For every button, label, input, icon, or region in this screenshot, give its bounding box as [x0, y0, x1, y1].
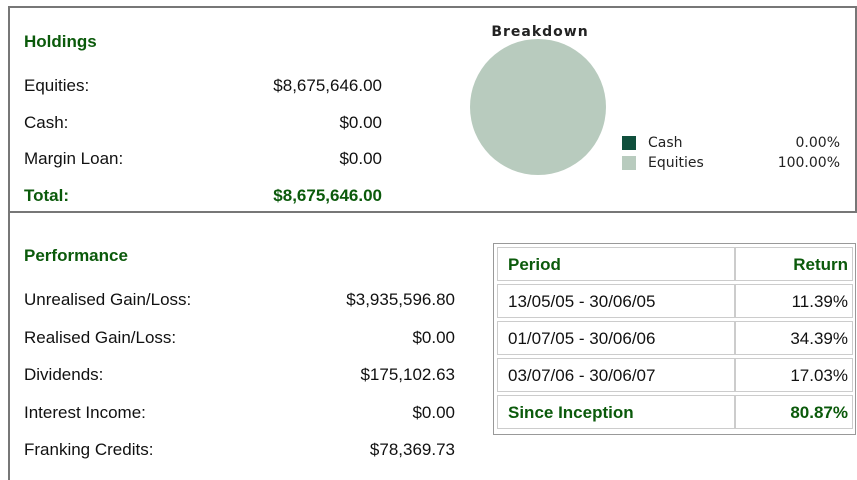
total-label: Total:	[24, 186, 70, 205]
legend-label: Cash	[648, 135, 683, 151]
legend-value: 100.00%	[778, 155, 840, 171]
legend-label: Equities	[648, 155, 704, 171]
chart-title: Breakdown	[491, 24, 588, 40]
returns-table: Period Return 13/05/05 - 30/06/05 11.39% 01/…	[493, 243, 856, 435]
column-header: Return	[735, 247, 853, 281]
table-cell: 13/05/05 - 30/06/05	[497, 284, 735, 318]
row-value: $3,935,596.80	[346, 290, 455, 309]
section-title: Holdings	[24, 32, 97, 51]
border	[8, 6, 10, 480]
table-cell: 34.39%	[735, 321, 853, 355]
legend-swatch	[622, 156, 636, 170]
border	[8, 211, 857, 213]
section-title: Performance	[24, 246, 128, 265]
border	[8, 6, 857, 8]
row-value: $0.00	[412, 327, 455, 347]
table-cell: 01/07/05 - 30/06/06	[497, 321, 735, 355]
row-label: Franking Credits:	[24, 440, 154, 459]
table-cell: 80.87%	[735, 395, 853, 429]
row-label: Cash:	[24, 113, 69, 132]
row-label: Realised Gain/Loss:	[24, 327, 177, 347]
row-value: $175,102.63	[360, 365, 455, 384]
row-value: $0.00	[339, 113, 382, 132]
table-cell: Since Inception	[497, 395, 735, 429]
row-label: Equities:	[24, 76, 90, 95]
column-header: Period	[497, 247, 735, 281]
row-value: $0.00	[412, 402, 455, 422]
row-label: Unrealised Gain/Loss:	[24, 290, 192, 309]
row-value: $78,369.73	[369, 440, 455, 459]
border	[855, 6, 857, 212]
row-value: $0.00	[339, 149, 382, 168]
row-label: Dividends:	[24, 365, 104, 384]
table-cell: 03/07/06 - 30/06/07	[497, 358, 735, 392]
legend-value: 0.00%	[796, 135, 840, 151]
pie-slice	[470, 39, 606, 175]
table-cell: 11.39%	[735, 284, 853, 318]
row-label: Interest Income:	[24, 402, 146, 422]
row-label: Margin Loan:	[24, 149, 124, 168]
legend-swatch	[622, 136, 636, 150]
table-cell: 17.03%	[735, 358, 853, 392]
total-value: $8,675,646.00	[273, 186, 382, 205]
row-value: $8,675,646.00	[273, 76, 382, 95]
